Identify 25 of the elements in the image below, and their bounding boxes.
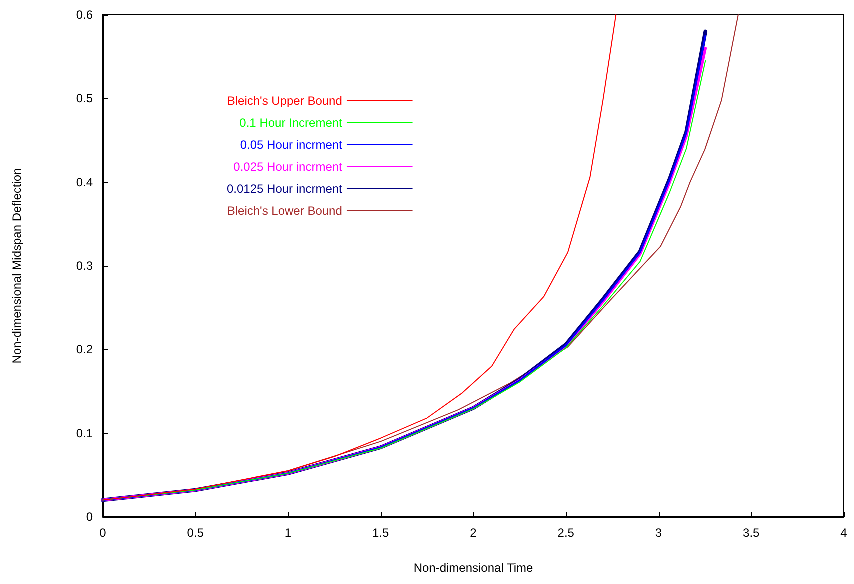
y-tick-label: 0.6 [76, 8, 94, 22]
x-tick-label: 1 [284, 526, 292, 540]
x-tick-label: 1.5 [372, 526, 390, 540]
y-tick-label: 0.3 [76, 259, 94, 273]
x-tick-label: 2.5 [558, 526, 575, 540]
y-tick-label: 0.2 [76, 342, 94, 357]
x-tick-label: 2 [470, 526, 478, 540]
y-tick-label: 0.5 [76, 92, 94, 106]
text: 0.05 Hour incrment [240, 138, 344, 152]
y-axis-title: Non-dimensional Midspan Deflection [10, 168, 24, 364]
y-tick-label: 0.4 [76, 175, 94, 190]
x-tick-label: 3.5 [743, 526, 760, 540]
x-axis-title: Non-dimensional Time [414, 561, 534, 575]
text: 0.025 Hour incrment [234, 160, 344, 174]
line-series [102, 14, 617, 501]
y-tick-label: 0 [86, 510, 94, 524]
x-tick-label: 3 [655, 526, 662, 540]
text: 0.0125 Hour incrment [226, 182, 344, 196]
text: 0.1 Hour Increment [240, 116, 344, 130]
x-tick-label: 0 [100, 526, 107, 540]
y-tick-label: 0.1 [76, 426, 94, 440]
x-tick-label: 4 [840, 526, 848, 540]
text: Bleich's Lower Bound [227, 204, 342, 218]
text: Bleich's Upper Bound [227, 94, 342, 108]
x-tick-label: 0.5 [187, 526, 204, 540]
